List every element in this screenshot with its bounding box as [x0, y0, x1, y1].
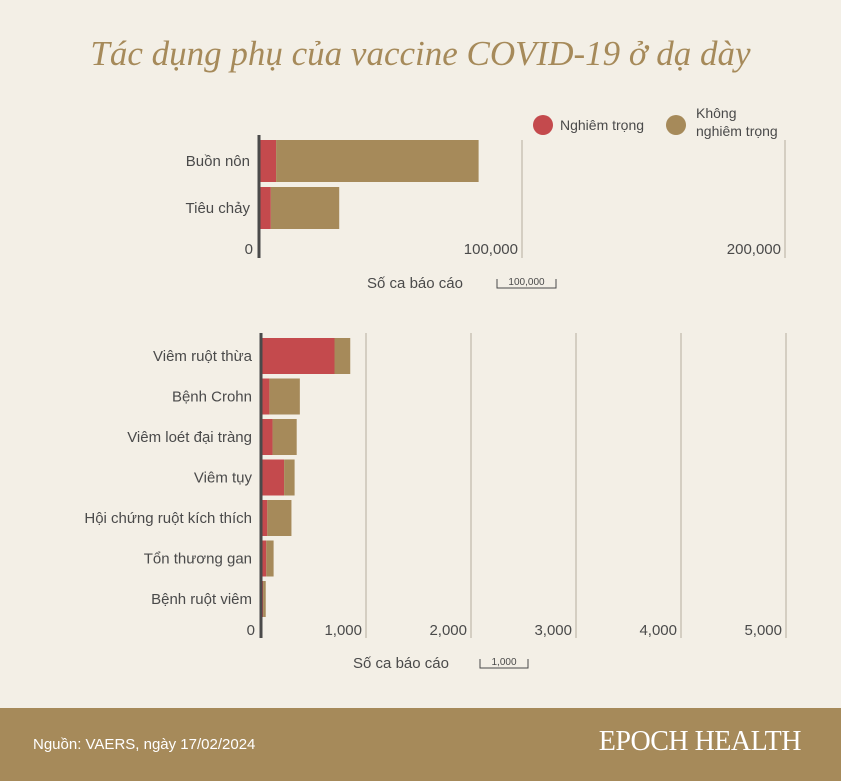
chart1-category-label: Buồn nôn	[186, 153, 250, 170]
chart2-tick-label: 1,000	[324, 622, 362, 639]
chart-canvas: 0 100,000 200,000 Buồn nôn Tiêu chảy Số ca bá…	[84, 135, 787, 672]
chart2-bar-serious	[261, 500, 268, 536]
chart1-category-label: Tiêu chảy	[186, 200, 251, 217]
chart1-bar-serious	[259, 187, 271, 229]
chart2-tick-label: 4,000	[639, 622, 677, 639]
footer-bar: Nguồn: VAERS, ngày 17/02/2024 EPOCH HEAL…	[0, 708, 841, 781]
chart2-category-label: Tổn thương gan	[144, 551, 252, 568]
legend-non-serious-swatch	[666, 115, 686, 135]
chart2-bar-serious	[261, 338, 335, 374]
chart2-bar-non-serious	[267, 500, 292, 536]
source-note: Nguồn: VAERS, ngày 17/02/2024	[33, 736, 256, 753]
chart2-scale-label: 1,000	[491, 657, 516, 668]
chart2-category-label: Bệnh Crohn	[172, 389, 252, 406]
chart1-x-axis-title: Số ca báo cáo	[367, 275, 463, 292]
chart2-bar-non-serious	[269, 378, 300, 415]
chart2-bar-serious	[261, 459, 285, 496]
legend-serious-swatch	[533, 115, 553, 135]
chart-title: Tác dụng phụ của vaccine COVID-19 ở dạ d…	[90, 34, 751, 73]
chart2-category-label: Viêm ruột thừa	[153, 348, 253, 365]
chart2-bar-non-serious	[263, 581, 266, 617]
chart2-category-label: Viêm tụy	[194, 470, 253, 487]
legend-serious-label: Nghiêm trọng	[560, 117, 645, 133]
chart2-tick-label: 5,000	[744, 622, 782, 639]
chart1-scale-label: 100,000	[508, 277, 545, 288]
chart1-tick-label: 200,000	[727, 241, 781, 258]
chart2-bar-non-serious	[272, 419, 297, 455]
chart2-category-label: Viêm loét đại tràng	[127, 429, 252, 446]
chart2-bar-serious	[261, 419, 273, 455]
chart2-scale-bracket	[479, 659, 529, 669]
chart1-tick-label: 100,000	[464, 241, 518, 258]
chart1-tick-label: 0	[245, 241, 253, 258]
chart2-tick-label: 2,000	[429, 622, 467, 639]
legend-non-serious-label-line1: Không	[696, 105, 737, 121]
chart2-bar-serious	[261, 540, 267, 577]
chart2-category-label: Hội chứng ruột kích thích	[84, 510, 252, 527]
chart2-bar-non-serious	[284, 459, 295, 496]
chart1-bar-non-serious	[276, 140, 479, 182]
chart2-tick-label: 3,000	[534, 622, 572, 639]
chart2-bar-non-serious	[266, 540, 274, 577]
chart2-category-label: Bệnh ruột viêm	[151, 591, 252, 608]
chart2-tick-label: 0	[247, 622, 255, 639]
chart1-bar-non-serious	[270, 187, 340, 229]
chart2-bar-serious	[261, 378, 270, 415]
chart2-bar-non-serious	[334, 338, 351, 374]
chart1-bar-serious	[259, 140, 277, 182]
brand-logo: EPOCH HEALTH	[598, 726, 802, 757]
legend-non-serious-label-line2: nghiêm trọng	[696, 123, 778, 139]
chart2-x-axis-title: Số ca báo cáo	[353, 655, 449, 672]
chart1-scale-bracket	[496, 279, 557, 289]
